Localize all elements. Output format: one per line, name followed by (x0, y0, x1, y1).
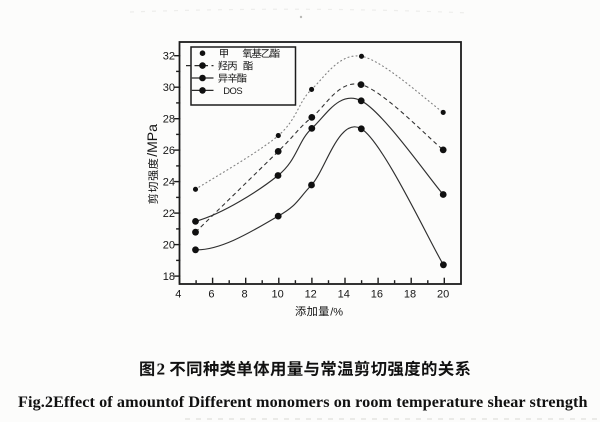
svg-text:20: 20 (163, 240, 175, 252)
svg-text:16: 16 (371, 289, 383, 301)
svg-text:14: 14 (338, 289, 350, 301)
svg-text:32: 32 (163, 51, 175, 63)
svg-text:4: 4 (175, 289, 181, 301)
svg-text:22: 22 (163, 208, 175, 220)
svg-text:24: 24 (163, 177, 175, 189)
svg-text:28: 28 (163, 114, 175, 126)
svg-text:20: 20 (437, 289, 449, 301)
svg-text:8: 8 (241, 289, 247, 301)
svg-text:18: 18 (404, 289, 416, 301)
svg-text:10: 10 (271, 289, 283, 301)
svg-text:/%: /% (330, 306, 343, 318)
svg-text:/MPa: /MPa (144, 124, 160, 157)
svg-text:30: 30 (163, 82, 175, 94)
svg-text:Fig.2Effect of amountof Differ: Fig.2Effect of amountof Different monome… (18, 393, 588, 411)
svg-text:2: 2 (157, 360, 166, 379)
svg-text:26: 26 (163, 145, 175, 157)
svg-text:12: 12 (305, 289, 317, 301)
svg-text:6: 6 (208, 289, 214, 301)
svg-text:DOS: DOS (223, 85, 242, 96)
svg-text:18: 18 (163, 271, 175, 283)
